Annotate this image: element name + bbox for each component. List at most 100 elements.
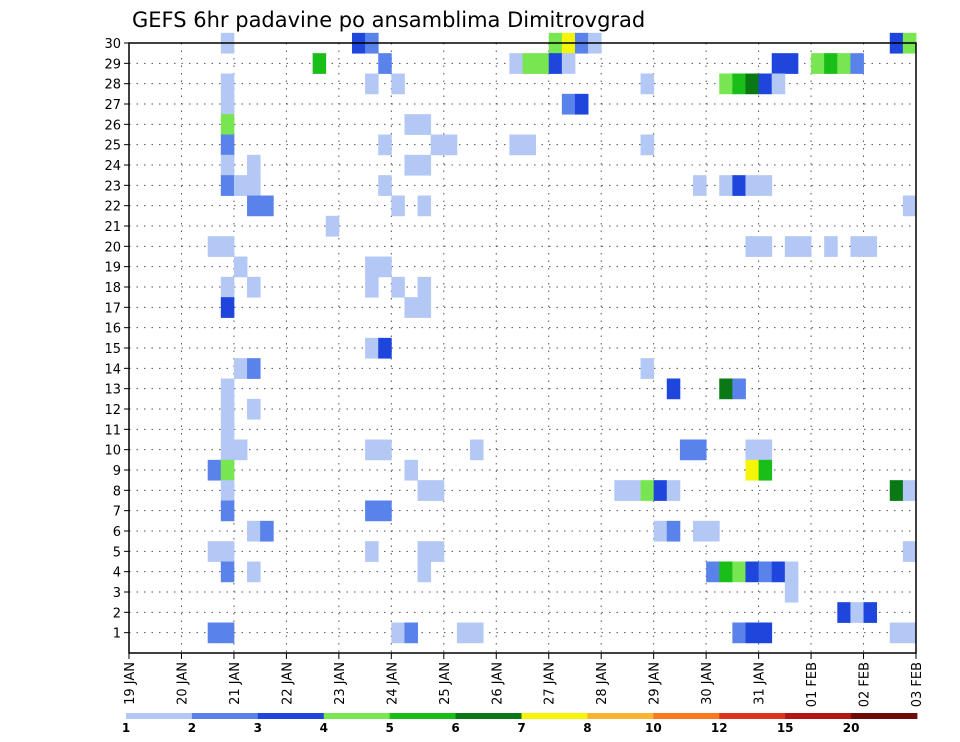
precip-cell xyxy=(312,53,327,74)
precip-cell xyxy=(220,297,235,318)
precip-cell xyxy=(706,520,720,542)
precip-cell xyxy=(220,378,235,400)
legend-swatch xyxy=(257,713,325,719)
precip-cell xyxy=(220,480,235,501)
legend-swatch xyxy=(521,713,588,719)
x-axis: 19 JAN 20 JAN 21 JAN 22 JAN 23 JAN 24 JAN 25 J… xyxy=(123,653,925,707)
precip-cell xyxy=(666,378,681,400)
precip-cell xyxy=(797,236,812,257)
precip-cell xyxy=(404,297,418,318)
x-tick-label: 23 JAN xyxy=(333,662,348,705)
x-tick-label: 27 JAN xyxy=(543,662,558,705)
x-tick-label: 29 JAN xyxy=(648,662,663,705)
precip-cell xyxy=(824,53,838,74)
precip-cell xyxy=(247,175,261,196)
legend-label: 1 xyxy=(122,721,130,735)
legend-swatch xyxy=(719,713,786,719)
precip-cell xyxy=(758,459,773,481)
precip-cell xyxy=(233,175,248,196)
precip-cell xyxy=(784,561,799,583)
precip-cell xyxy=(365,276,379,298)
precip-cell xyxy=(417,195,432,217)
precip-cell xyxy=(220,175,235,196)
precip-cell xyxy=(745,73,759,95)
precip-cell xyxy=(391,622,405,644)
precip-cell xyxy=(758,439,773,461)
precip-cell xyxy=(758,236,773,257)
precip-cell xyxy=(378,337,392,359)
y-tick-label: 9 xyxy=(113,464,121,479)
y-tick-label: 4 xyxy=(113,566,121,581)
legend-swatch xyxy=(191,713,259,719)
legend-swatch xyxy=(653,713,720,719)
precip-cell xyxy=(693,439,707,461)
precip-cell xyxy=(247,358,261,379)
precip-cell xyxy=(719,73,733,95)
precip-cell xyxy=(640,480,655,501)
legend-swatch xyxy=(785,713,852,719)
precip-cell xyxy=(535,53,550,74)
precip-cell xyxy=(365,256,379,278)
precip-cell xyxy=(771,561,786,583)
precip-cell xyxy=(640,73,655,95)
precip-cell xyxy=(732,561,746,583)
legend-swatch xyxy=(323,713,391,719)
precip-cell xyxy=(889,622,904,644)
precip-cell xyxy=(574,93,589,115)
precip-cell xyxy=(220,114,235,135)
precip-cell xyxy=(365,73,379,95)
precip-cell xyxy=(745,439,759,461)
precip-cell xyxy=(378,175,392,196)
precip-cell xyxy=(220,622,235,644)
legend-label: 8 xyxy=(583,721,591,735)
x-tick-label: 28 JAN xyxy=(595,662,610,705)
legend-swatch xyxy=(587,713,654,719)
y-tick-label: 18 xyxy=(104,281,121,296)
legend-label: 20 xyxy=(843,721,860,735)
precip-cell xyxy=(417,154,432,176)
precip-cell xyxy=(430,134,445,156)
precip-cell xyxy=(509,53,523,74)
precip-cell xyxy=(640,358,655,379)
y-tick-label: 26 xyxy=(104,118,121,133)
y-tick-label: 27 xyxy=(104,98,121,113)
precip-cell xyxy=(614,480,628,501)
precip-cell xyxy=(220,134,235,156)
legend-swatch xyxy=(126,713,193,719)
precip-cell xyxy=(470,622,484,644)
precip-cell xyxy=(548,53,563,74)
precip-cell xyxy=(850,602,864,623)
precip-cell xyxy=(247,195,261,217)
precip-cell xyxy=(522,134,537,156)
y-tick-label: 2 xyxy=(113,606,121,621)
precip-cell xyxy=(902,480,917,501)
precip-cell xyxy=(902,622,917,644)
precip-cell xyxy=(365,500,379,522)
color-legend: 1 2 3 4 5 6 7 8 10 12 15 20 xyxy=(122,713,918,735)
y-tick-label: 21 xyxy=(104,220,121,235)
precip-cell xyxy=(758,73,773,95)
precip-cell xyxy=(732,622,746,644)
precip-cell xyxy=(811,53,825,74)
precip-cell xyxy=(220,459,235,481)
precip-cell xyxy=(509,134,523,156)
x-tick-label: 03 FEB xyxy=(910,662,925,707)
precip-cell xyxy=(719,175,733,196)
x-tick-label: 30 JAN xyxy=(700,662,715,705)
precip-cell xyxy=(391,73,405,95)
precip-cell xyxy=(745,236,759,257)
legend-label: 7 xyxy=(517,721,525,735)
x-tick-label: 26 JAN xyxy=(490,662,505,705)
precip-cell xyxy=(220,439,235,461)
precip-cell xyxy=(365,439,379,461)
precip-cell xyxy=(522,53,537,74)
legend-label: 3 xyxy=(254,721,262,735)
precip-cell xyxy=(837,53,851,74)
precip-cell xyxy=(378,439,392,461)
precip-cell xyxy=(417,480,432,501)
precip-cell xyxy=(771,73,786,95)
precip-cell xyxy=(889,480,904,501)
precip-cell xyxy=(247,520,261,542)
precip-cell xyxy=(417,276,432,298)
